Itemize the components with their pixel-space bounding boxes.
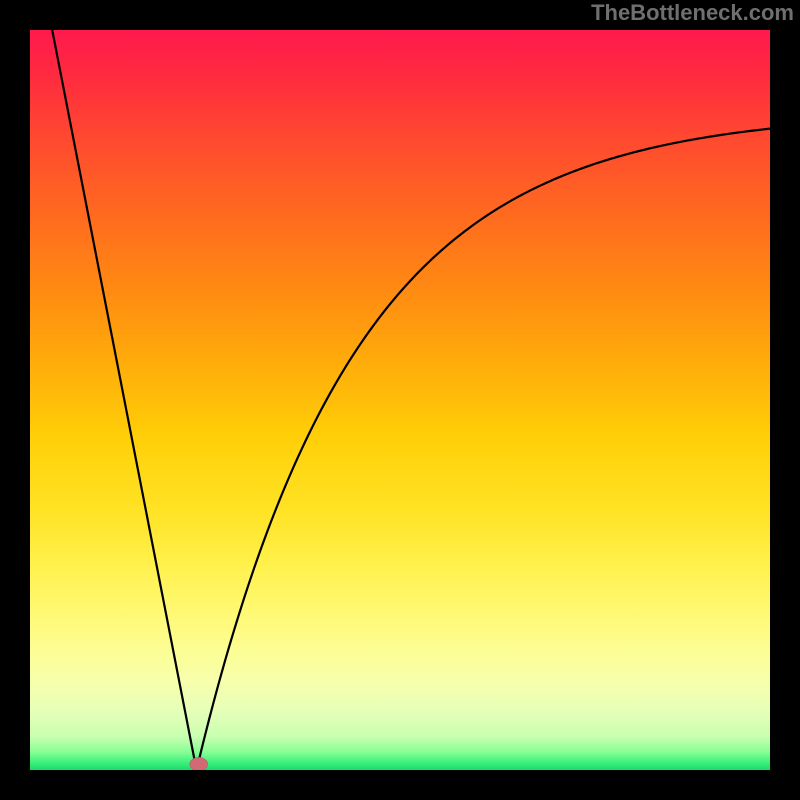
chart-container: TheBottleneck.com: [0, 0, 800, 800]
minimum-marker: [190, 757, 208, 770]
plot-svg: [30, 30, 770, 770]
gradient-background: [30, 30, 770, 770]
watermark-text: TheBottleneck.com: [591, 0, 794, 26]
plot-area: [30, 30, 770, 770]
